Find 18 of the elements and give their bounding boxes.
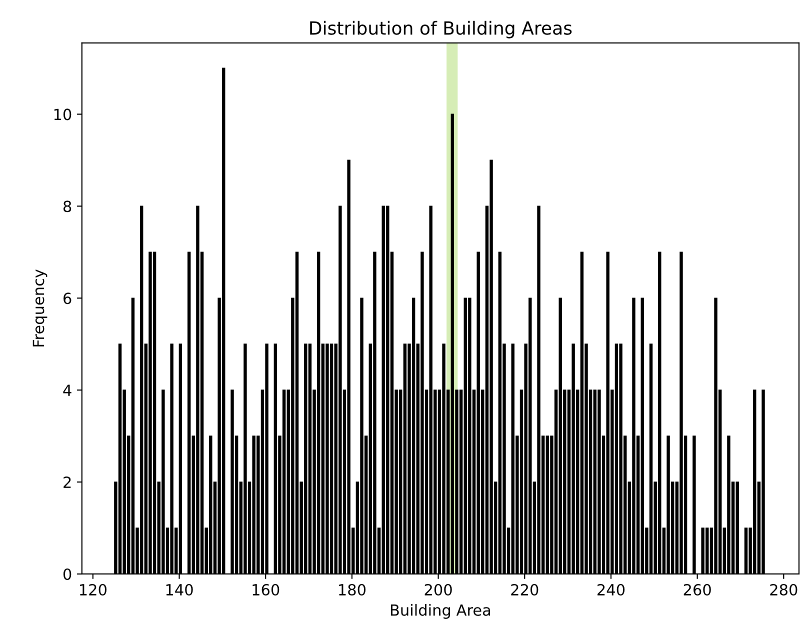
y-tick-label: 2	[64, 476, 71, 488]
x-tick-label: 200	[424, 584, 452, 596]
x-tick-label: 240	[598, 584, 625, 596]
x-tick-label: 160	[252, 584, 280, 596]
x-tick-label: 220	[511, 584, 538, 596]
x-tick-label: 180	[339, 584, 366, 596]
y-tick-label: 10	[54, 108, 72, 120]
y-tick-label: 0	[63, 568, 72, 580]
y-tick-label: 8	[64, 200, 72, 212]
x-tick-label: 120	[80, 584, 106, 596]
y-tick-label: 4	[63, 384, 72, 396]
y-axis-title: Frequency	[32, 269, 48, 346]
x-tick-label: 280	[770, 584, 798, 596]
y-tick-label: 6	[64, 292, 72, 304]
x-axis-title: Building Area	[390, 604, 490, 619]
x-tick-label: 260	[684, 584, 711, 596]
chart-title: Distribution of Building Areas	[310, 20, 572, 38]
x-tick-label: 140	[166, 584, 193, 596]
